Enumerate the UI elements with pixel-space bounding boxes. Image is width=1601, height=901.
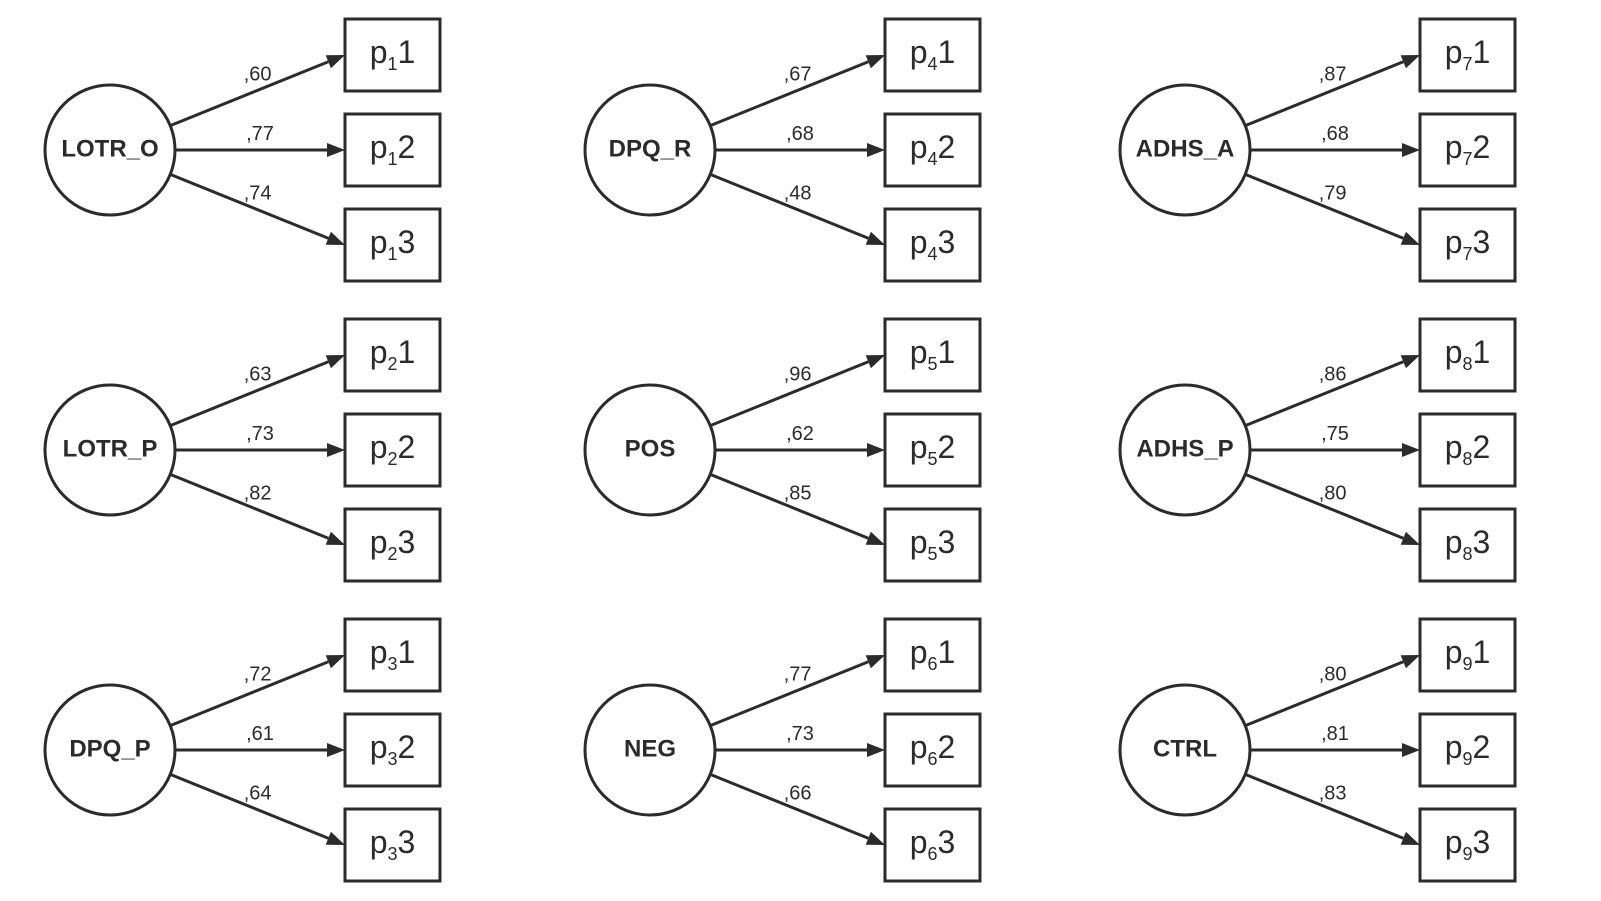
arrow-head — [327, 143, 345, 157]
arrow-head — [867, 443, 885, 457]
loading-neg-2: ,73 — [786, 723, 814, 745]
indicator-label-ctrl-3: p93 — [1445, 824, 1491, 863]
indicator-label-lotr_o-1: p11 — [370, 34, 416, 73]
arrow-head — [866, 55, 885, 68]
indicator-label-adhs_p-2: p82 — [1445, 429, 1491, 468]
arrow-head — [867, 743, 885, 757]
arrow-head — [866, 232, 885, 245]
arrow-head — [1401, 55, 1420, 68]
loading-lotr_o-1: ,60 — [244, 63, 272, 85]
indicator-label-adhs_a-2: p72 — [1445, 129, 1491, 168]
latent-label-dpq_r: DPQ_R — [609, 135, 692, 162]
indicator-label-lotr_p-1: p21 — [370, 334, 416, 373]
arrow-head — [326, 55, 345, 68]
indicator-label-neg-2: p62 — [910, 729, 956, 768]
arrow-head — [1402, 443, 1420, 457]
loading-adhs_a-2: ,68 — [1321, 123, 1349, 145]
indicator-label-adhs_a-3: p73 — [1445, 224, 1491, 263]
latent-label-adhs_a: ADHS_A — [1136, 135, 1235, 162]
loading-dpq_r-2: ,68 — [786, 123, 814, 145]
arrow-head — [1402, 143, 1420, 157]
loading-pos-1: ,96 — [784, 363, 812, 385]
loading-adhs_p-3: ,80 — [1319, 483, 1347, 505]
indicator-label-ctrl-1: p91 — [1445, 634, 1491, 673]
indicator-label-pos-2: p52 — [910, 429, 956, 468]
indicator-label-lotr_p-3: p23 — [370, 524, 416, 563]
loading-adhs_a-3: ,79 — [1319, 183, 1347, 205]
arrow-head — [326, 532, 345, 545]
indicator-label-pos-1: p51 — [910, 334, 956, 373]
loading-ctrl-1: ,80 — [1319, 663, 1347, 685]
loading-ctrl-2: ,81 — [1321, 723, 1349, 745]
loading-dpq_p-2: ,61 — [246, 723, 274, 745]
loading-lotr_o-3: ,74 — [244, 183, 272, 205]
indicator-label-neg-3: p63 — [910, 824, 956, 863]
loading-dpq_p-3: ,64 — [244, 783, 272, 805]
arrow-head — [1401, 232, 1420, 245]
indicator-label-ctrl-2: p92 — [1445, 729, 1491, 768]
loading-lotr_o-2: ,77 — [246, 123, 274, 145]
latent-label-lotr_p: LOTR_P — [63, 435, 158, 462]
loading-pos-2: ,62 — [786, 423, 814, 445]
indicator-label-lotr_o-2: p12 — [370, 129, 416, 168]
latent-label-adhs_p: ADHS_P — [1136, 435, 1233, 462]
indicator-label-dpq_r-1: p41 — [910, 34, 956, 73]
indicator-label-lotr_p-2: p22 — [370, 429, 416, 468]
arrow-head — [1401, 355, 1420, 368]
arrow-head — [866, 832, 885, 845]
arrow-head — [326, 355, 345, 368]
arrow-head — [1401, 532, 1420, 545]
latent-label-neg: NEG — [624, 735, 676, 762]
loading-ctrl-3: ,83 — [1319, 783, 1347, 805]
latent-label-dpq_p: DPQ_P — [69, 735, 150, 762]
loading-adhs_p-2: ,75 — [1321, 423, 1349, 445]
arrow-head — [326, 832, 345, 845]
latent-label-lotr_o: LOTR_O — [61, 135, 158, 162]
loading-dpq_r-1: ,67 — [784, 63, 812, 85]
arrow-head — [327, 443, 345, 457]
loading-dpq_p-1: ,72 — [244, 663, 272, 685]
arrow-head — [866, 355, 885, 368]
indicator-label-dpq_r-2: p42 — [910, 129, 956, 168]
arrow-head — [867, 143, 885, 157]
indicator-label-dpq_p-1: p31 — [370, 634, 416, 673]
indicator-label-adhs_a-1: p71 — [1445, 34, 1491, 73]
loading-adhs_p-1: ,86 — [1319, 363, 1347, 385]
indicator-label-neg-1: p61 — [910, 634, 956, 673]
latent-label-ctrl: CTRL — [1153, 735, 1217, 762]
indicator-label-dpq_p-3: p33 — [370, 824, 416, 863]
arrow-head — [1401, 832, 1420, 845]
arrow-head — [1402, 743, 1420, 757]
arrow-head — [1401, 655, 1420, 668]
arrow-head — [326, 655, 345, 668]
indicator-label-dpq_r-3: p43 — [910, 224, 956, 263]
arrow-head — [866, 532, 885, 545]
arrow-head — [866, 655, 885, 668]
loading-dpq_r-3: ,48 — [784, 183, 812, 205]
loading-neg-3: ,66 — [784, 783, 812, 805]
indicator-label-pos-3: p53 — [910, 524, 956, 563]
loading-neg-1: ,77 — [784, 663, 812, 685]
loading-lotr_p-3: ,82 — [244, 483, 272, 505]
indicator-label-adhs_p-1: p81 — [1445, 334, 1491, 373]
loading-adhs_a-1: ,87 — [1319, 63, 1347, 85]
arrow-head — [326, 232, 345, 245]
sem-diagram: LOTR_O ,60 p11 ,77 p12 ,74 p13 LOTR_P ,63 p21 ,73 p… — [0, 0, 1601, 901]
loading-lotr_p-2: ,73 — [246, 423, 274, 445]
loading-pos-3: ,85 — [784, 483, 812, 505]
arrow-head — [327, 743, 345, 757]
loading-lotr_p-1: ,63 — [244, 363, 272, 385]
latent-label-pos: POS — [625, 435, 676, 462]
indicator-label-lotr_o-3: p13 — [370, 224, 416, 263]
indicator-label-adhs_p-3: p83 — [1445, 524, 1491, 563]
indicator-label-dpq_p-2: p32 — [370, 729, 416, 768]
